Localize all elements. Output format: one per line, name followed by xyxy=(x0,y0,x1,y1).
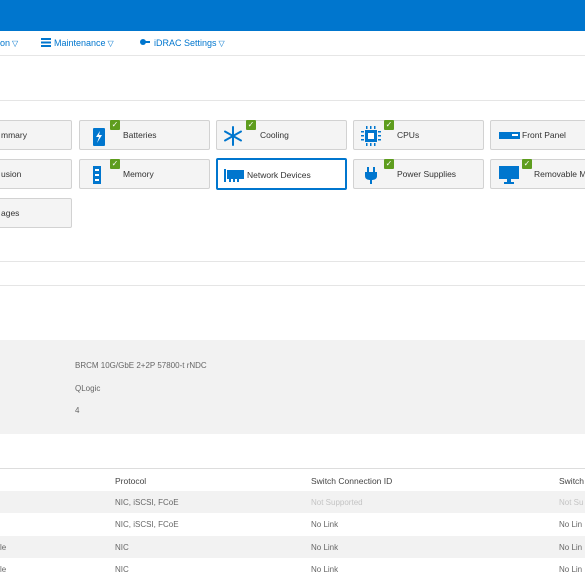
table-row: le NIC No Link No Lin xyxy=(0,536,585,558)
tile-power-supplies[interactable]: ✓ Power Supplies xyxy=(353,159,484,189)
cpu-icon xyxy=(361,126,381,146)
menu-maintenance[interactable]: Maintenance ▽ xyxy=(41,38,114,48)
status-ok-icon: ✓ xyxy=(246,120,256,130)
battery-icon xyxy=(93,128,105,146)
table-row: NIC, iSCSI, FCoE Not Supported Not Su xyxy=(0,491,585,513)
tile-batteries[interactable]: ✓ Batteries xyxy=(79,120,210,150)
menu-idrac-settings[interactable]: iDRAC Settings ▽ xyxy=(140,38,225,48)
tile-system-summary[interactable]: mmary xyxy=(0,120,72,150)
table-cell-switch-id: No Link xyxy=(311,520,339,529)
power-plug-icon xyxy=(365,167,377,184)
network-card-icon xyxy=(224,169,244,182)
table-cell: le xyxy=(0,543,7,552)
status-ok-icon: ✓ xyxy=(384,159,394,169)
menu-configuration[interactable]: on ▽ xyxy=(0,38,18,48)
tile-label: Network Devices xyxy=(247,170,311,180)
column-header-switch[interactable]: Switch xyxy=(559,476,585,486)
table-cell-protocol: NIC xyxy=(115,543,129,552)
status-ok-icon: ✓ xyxy=(110,159,120,169)
menu-idrac-settings-label: iDRAC Settings xyxy=(154,38,217,48)
tile-voltages[interactable]: ages xyxy=(0,198,72,228)
divider xyxy=(0,100,585,101)
tile-label: CPUs xyxy=(397,130,420,140)
main-menu-bar: on ▽ Maintenance ▽ iDRAC Settings ▽ xyxy=(0,31,585,56)
snowflake-icon xyxy=(224,126,242,146)
table-cell-switch: Not Su xyxy=(559,498,584,507)
table-row: le NIC No Link No Lin xyxy=(0,558,585,580)
ports-table-header: Protocol Switch Connection ID Switch xyxy=(0,468,585,492)
tile-label: Memory xyxy=(123,169,154,179)
menu-maintenance-label: Maintenance xyxy=(54,38,106,48)
tile-intrusion[interactable]: usion xyxy=(0,159,72,189)
monitor-icon xyxy=(499,166,519,184)
table-cell-switch-id: Not Supported xyxy=(311,498,363,507)
divider xyxy=(0,261,585,262)
settings-key-icon xyxy=(140,39,150,45)
table-cell-protocol: NIC, iSCSI, FCoE xyxy=(115,520,179,529)
tile-label: Batteries xyxy=(123,130,157,140)
front-panel-icon xyxy=(499,132,520,139)
tile-cooling[interactable]: ✓ Cooling xyxy=(216,120,347,150)
table-cell-switch: No Lin xyxy=(559,565,583,574)
device-info-panel: BRCM 10G/GbE 2+2P 57800-t rNDC QLogic 4 xyxy=(0,340,585,434)
status-ok-icon: ✓ xyxy=(384,120,394,130)
status-ok-icon: ✓ xyxy=(522,159,532,169)
tile-front-panel[interactable]: Front Panel xyxy=(490,120,585,150)
list-icon xyxy=(41,38,51,47)
tile-network-devices[interactable]: Network Devices xyxy=(216,158,347,190)
chevron-down-icon: ▽ xyxy=(218,39,225,48)
tile-label: Front Panel xyxy=(522,130,566,140)
status-ok-icon: ✓ xyxy=(110,120,120,130)
tile-label: ages xyxy=(1,208,20,218)
column-header-protocol[interactable]: Protocol xyxy=(115,476,147,486)
table-row: NIC, iSCSI, FCoE No Link No Lin xyxy=(0,513,585,535)
table-cell-switch-id: No Link xyxy=(311,543,339,552)
device-ports-value: 4 xyxy=(75,406,80,415)
table-cell-switch-id: No Link xyxy=(311,565,339,574)
tile-label: mmary xyxy=(1,130,27,140)
table-cell-protocol: NIC, iSCSI, FCoE xyxy=(115,498,179,507)
tile-cpus[interactable]: ✓ CPUs xyxy=(353,120,484,150)
chevron-down-icon: ▽ xyxy=(107,39,114,48)
tile-memory[interactable]: ✓ Memory xyxy=(79,159,210,189)
table-cell-switch: No Lin xyxy=(559,520,583,529)
tile-label: Power Supplies xyxy=(397,169,457,179)
menu-configuration-label: on xyxy=(0,38,11,48)
device-vendor-value: QLogic xyxy=(75,384,101,393)
tile-label: usion xyxy=(1,169,22,179)
chevron-down-icon: ▽ xyxy=(12,39,19,48)
table-cell: le xyxy=(0,565,7,574)
device-name-value: BRCM 10G/GbE 2+2P 57800-t rNDC xyxy=(75,361,207,370)
table-cell-switch: No Lin xyxy=(559,543,583,552)
column-header-switch-connection-id[interactable]: Switch Connection ID xyxy=(311,476,393,486)
tile-label: Cooling xyxy=(260,130,289,140)
table-cell-protocol: NIC xyxy=(115,565,129,574)
top-banner xyxy=(0,0,585,31)
tile-label: Removable M xyxy=(534,169,585,179)
divider xyxy=(0,285,585,286)
tile-removable-media[interactable]: ✓ Removable M xyxy=(490,159,585,189)
memory-icon xyxy=(93,166,101,184)
